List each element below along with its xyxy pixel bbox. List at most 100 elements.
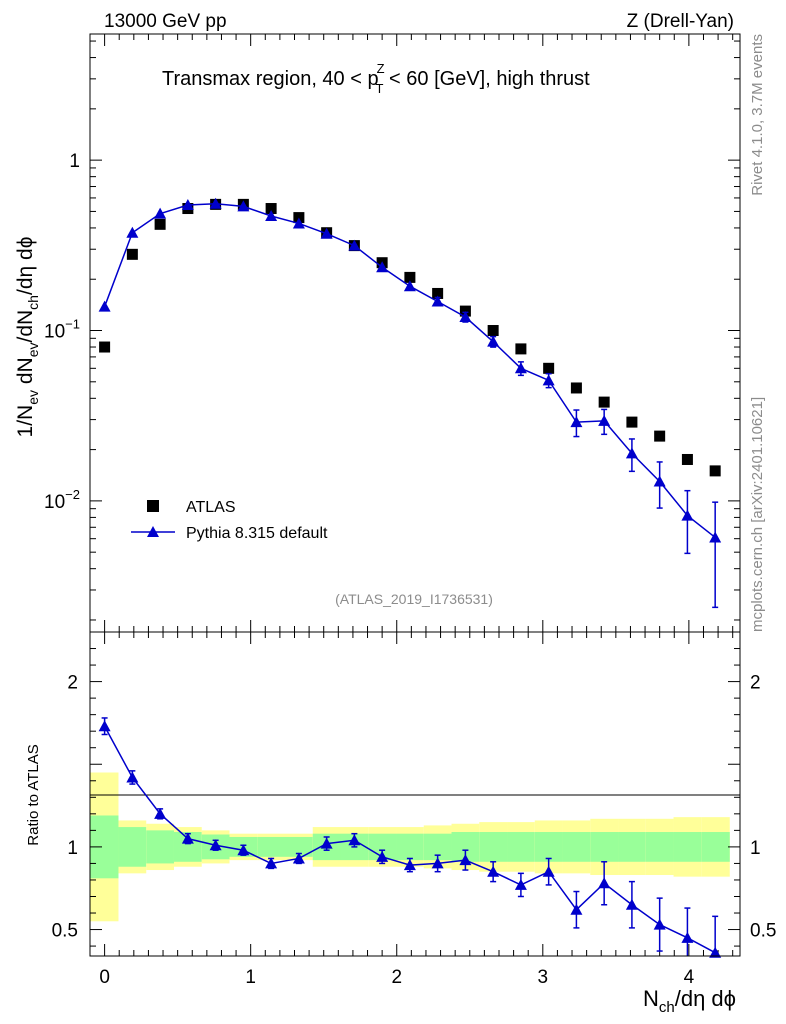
atlas-data-point [598, 396, 610, 408]
main-y-tick-label: 10−1 [44, 317, 80, 343]
pythia-point [154, 207, 167, 219]
band-inner-segment [146, 830, 174, 864]
pythia-point [376, 261, 389, 273]
pythia-point [292, 217, 305, 229]
pythia-point [542, 374, 555, 386]
ratio-y-tick-label-right: 1 [750, 838, 761, 859]
atlas-data-point [154, 218, 166, 230]
atlas-data-point [126, 248, 138, 260]
ratio-y-tick-label-left: 2 [67, 673, 78, 694]
main-panel: 10−2 10−1 1 Transmax region, 40 < pZ T < 60… [44, 33, 741, 633]
atlas-data-point [543, 362, 555, 374]
pythia-line [103, 202, 716, 539]
atlas-data-point [487, 325, 499, 337]
pythia-point [126, 226, 139, 238]
legend: ATLAS Pythia 8.315 default [131, 499, 328, 542]
pythia-point [265, 210, 278, 222]
main-data-markers [99, 198, 721, 477]
band-inner-segment [618, 832, 646, 862]
pythia-ratio-point [348, 834, 361, 846]
atlas-data-point [99, 341, 111, 353]
pythia-ratio-point [320, 837, 333, 849]
band-inner-segment [562, 832, 591, 862]
band-inner-segment [673, 832, 702, 862]
pythia-ratio-point [681, 931, 694, 943]
ratio-y-tick-label-right: 0.5 [750, 921, 776, 942]
analysis-id: (ATLAS_2019_I1736531) [335, 591, 493, 607]
ratio-axis-ticks: 0 1 2 3 4 0.5 0.5 1 1 2 2 [52, 631, 776, 988]
pythia-point [98, 300, 111, 312]
pythia-point [348, 239, 361, 251]
band-inner-segment [507, 832, 535, 862]
ratio-uncertainty-bands [90, 772, 730, 922]
pythia-ratio-point [403, 859, 416, 871]
pythia-ratio-point [292, 852, 305, 864]
atlas-data-point [570, 382, 582, 394]
rivet-version-label: Rivet 4.1.0, 3.7M events [749, 34, 766, 196]
ratio-mc-markers [98, 717, 722, 958]
atlas-data-point [432, 287, 444, 299]
legend-mc-marker [147, 526, 159, 537]
pythia-ratio-point [431, 857, 444, 869]
pythia-point [514, 362, 527, 374]
band-inner-segment [118, 827, 147, 867]
x-tick-label: 2 [391, 967, 402, 988]
ratio-frame [89, 631, 741, 957]
pythia-point [487, 335, 500, 347]
band-inner-segment [645, 832, 674, 862]
band-inner-segment [396, 833, 424, 861]
band-inner-segment [534, 832, 563, 862]
pythia-ratio-point [653, 918, 666, 930]
pythia-ratio-point [237, 844, 250, 856]
main-axis-ticks: 10−2 10−1 1 [44, 34, 740, 632]
pythia-ratio-point [459, 854, 472, 866]
band-inner-segment [590, 832, 619, 862]
pythia-ratio-point [376, 850, 389, 862]
x-tick-label: 3 [538, 967, 549, 988]
plot-title: Transmax region, 40 < pZ T < 60 [GeV], hi… [162, 61, 590, 96]
pythia-ratio-point [265, 857, 278, 869]
band-inner-segment [701, 832, 730, 862]
ratio-y-tick-label-left: 0.5 [52, 921, 78, 942]
atlas-data-point [404, 271, 416, 283]
main-mc-markers [98, 197, 722, 609]
pythia-ratio-point [709, 946, 722, 958]
header-process: Z (Drell-Yan) [627, 11, 734, 32]
pythia-point [237, 200, 250, 212]
ratio-y-axis-label: Ratio to ATLAS [25, 744, 42, 845]
main-y-tick-label: 10−2 [44, 487, 80, 513]
pythia-point [459, 311, 472, 323]
pythia-ratio-point [598, 877, 611, 889]
pythia-point [209, 197, 222, 209]
atlas-data-point [654, 430, 666, 442]
pythia-ratio-point [570, 903, 583, 915]
band-inner-segment [479, 832, 508, 862]
pythia-point [709, 531, 722, 543]
pythia-point [431, 295, 444, 307]
legend-data-marker [147, 500, 159, 512]
legend-data-label: ATLAS [186, 499, 236, 516]
pythia-ratio-point [181, 832, 194, 844]
band-inner-segment [257, 836, 285, 857]
pythia-ratio-point [514, 878, 527, 890]
legend-mc-label: Pythia 8.315 default [186, 525, 328, 542]
pythia-point [181, 199, 194, 211]
atlas-data-point [515, 343, 527, 355]
pythia-point [625, 447, 638, 459]
atlas-data-point [265, 203, 277, 215]
x-tick-label: 0 [99, 967, 110, 988]
ratio-panel: 0 1 2 3 4 0.5 0.5 1 1 2 2 [52, 631, 776, 988]
pythia-ratio-point [487, 865, 500, 877]
pythia-ratio-point [542, 865, 555, 877]
pythia-ratio-point [98, 720, 111, 732]
pythia-ratio-point [209, 839, 222, 851]
pythia-ratio-point [154, 807, 167, 819]
ratio-y-tick-label-right: 2 [750, 673, 761, 694]
pythia-ratio-point [625, 898, 638, 910]
pythia-point [653, 475, 666, 487]
main-frame [89, 33, 741, 633]
pythia-ratio-point [126, 771, 139, 783]
pythia-point [681, 509, 694, 521]
pythia-point [598, 414, 611, 426]
atlas-data-point [709, 465, 721, 477]
